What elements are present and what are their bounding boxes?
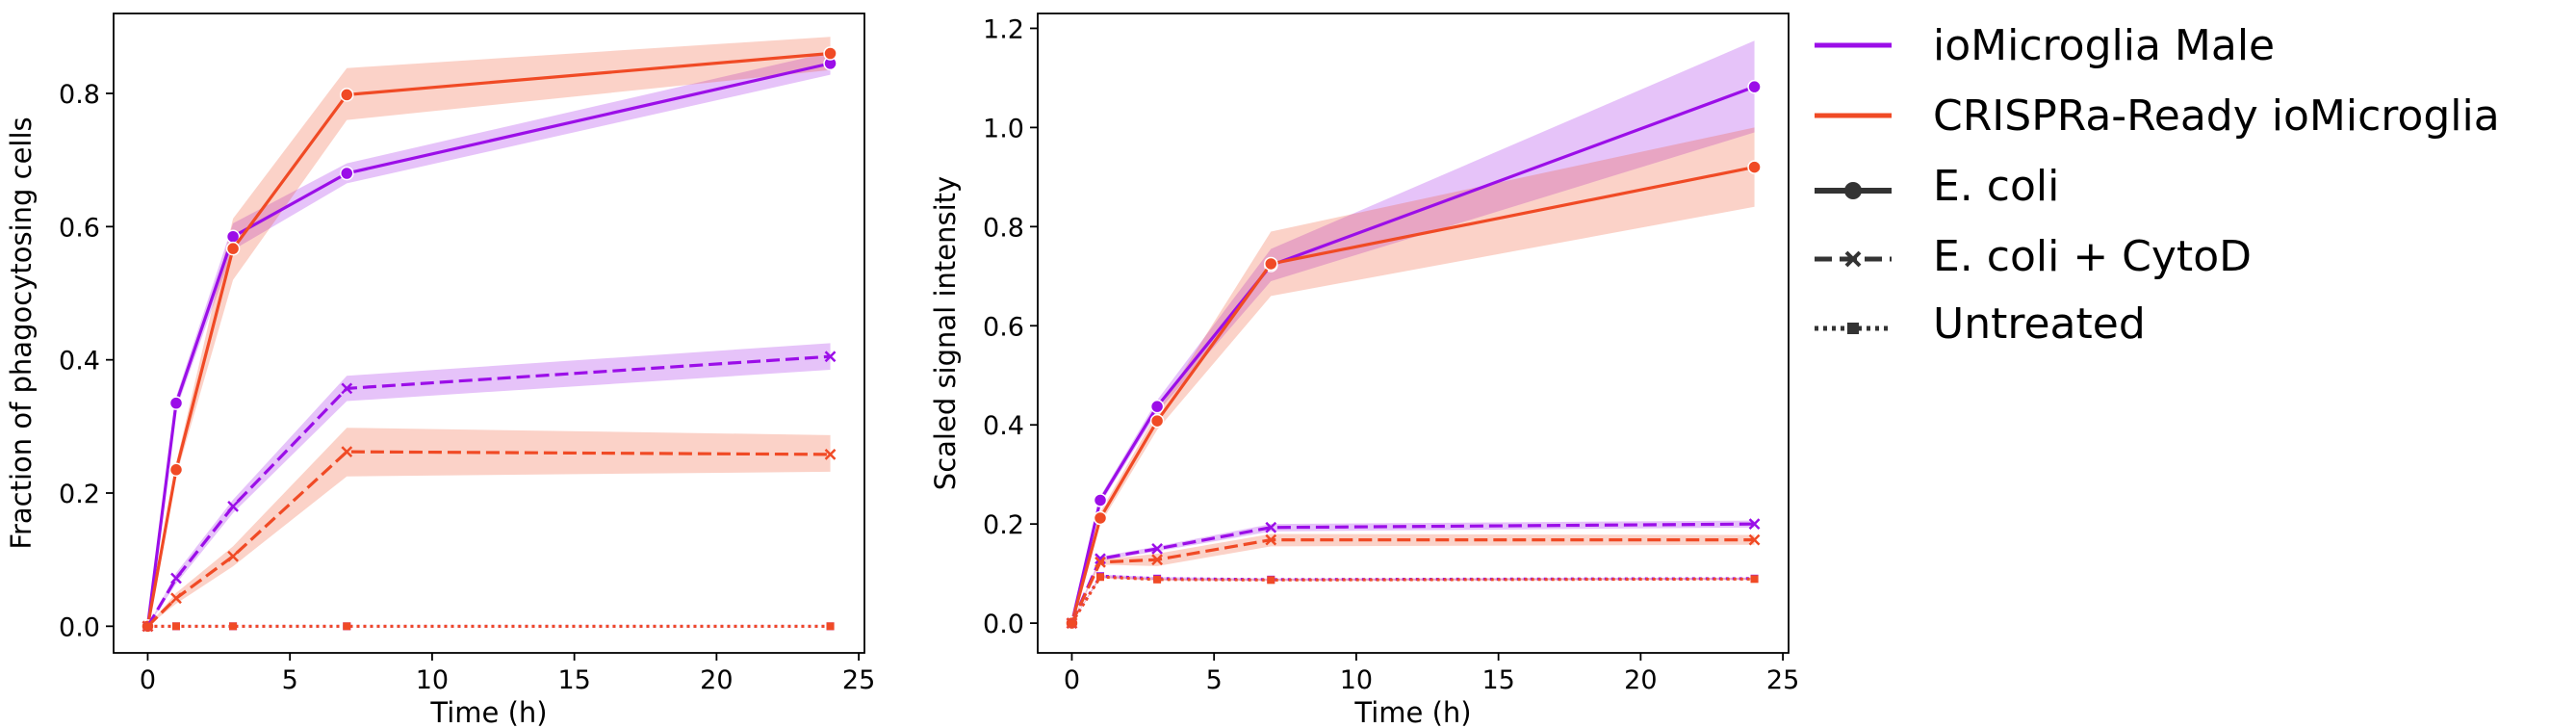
- band-crispra-ready-iomicroglia-e-coli-cytod: [147, 428, 831, 627]
- point-iomicroglia-male-e-coli-cytod-3: [1265, 521, 1277, 533]
- point-crispra-ready-iomicroglia-e-coli-4: [1747, 160, 1762, 174]
- legend-label-untreated: Untreated: [1933, 299, 2146, 349]
- point-crispra-ready-iomicroglia-untreated-4: [1750, 575, 1759, 584]
- x-tick-label-0: 0: [140, 665, 156, 695]
- point-crispra-ready-iomicroglia-untreated-4: [826, 622, 835, 631]
- x-axis-label: Time (h): [1353, 696, 1471, 728]
- band-crispra-ready-iomicroglia-e-coli-cytod: [1071, 533, 1755, 624]
- chart-phagocytosing-fraction: 0 5 10 15 20 25 0.0 0.2 0.4 0.6 0.8 Time (h) Fractio…: [5, 13, 875, 728]
- point-crispra-ready-iomicroglia-untreated-2: [1153, 575, 1162, 584]
- y-axis-label: Fraction of phagocytosing cells: [5, 117, 38, 549]
- legend-swatch-untreated: [1815, 323, 1892, 334]
- point-iomicroglia-male-e-coli-cytod-2: [227, 500, 239, 512]
- point-crispra-ready-iomicroglia-e-coli-cytod-3: [1265, 533, 1277, 546]
- axes-frame: [113, 13, 865, 654]
- point-iomicroglia-male-e-coli-cytod-3: [341, 382, 353, 395]
- y-tick-label-4: 0.8: [59, 80, 100, 110]
- point-iomicroglia-male-e-coli-cytod-4: [1748, 518, 1761, 531]
- y-axis-label: Scaled signal intensity: [929, 176, 962, 490]
- y-tick-label-5: 1.0: [983, 114, 1024, 143]
- point-crispra-ready-iomicroglia-e-coli-2: [1149, 413, 1165, 429]
- x-tick-label-5: 5: [282, 665, 298, 695]
- band-crispra-ready-iomicroglia-e-coli: [1071, 127, 1755, 624]
- point-iomicroglia-male-e-coli-4: [1747, 79, 1762, 94]
- chart-scaled-signal: 0 5 10 15 20 25 0.0 0.2 0.4 0.6 0.8 1.0 1.2 Time (h) S…: [929, 13, 1799, 728]
- point-iomicroglia-male-e-coli-cytod-1: [170, 572, 182, 585]
- y-tick-label-6: 1.2: [983, 14, 1024, 44]
- point-crispra-ready-iomicroglia-e-coli-cytod-1: [170, 592, 182, 605]
- point-crispra-ready-iomicroglia-untreated-3: [1267, 576, 1275, 585]
- point-crispra-ready-iomicroglia-e-coli-2: [225, 241, 241, 256]
- point-crispra-ready-iomicroglia-e-coli-3: [340, 88, 354, 102]
- x-tick-label-25: 25: [842, 665, 875, 695]
- point-iomicroglia-male-e-coli-1: [168, 396, 184, 410]
- point-iomicroglia-male-e-coli-cytod-4: [824, 351, 837, 363]
- point-crispra-ready-iomicroglia-untreated-1: [1096, 573, 1104, 582]
- legend-label-ecoli: E. coli: [1933, 162, 2059, 211]
- x-tick-label-15: 15: [557, 665, 590, 695]
- point-crispra-ready-iomicroglia-e-coli-cytod-1: [1095, 556, 1106, 568]
- y-tick-label-0: 0.0: [59, 612, 100, 642]
- legend-label-iomicroglia-male: ioMicroglia Male: [1933, 21, 2275, 70]
- x-axis-label: Time (h): [429, 696, 547, 728]
- y-tick-label-4: 0.8: [983, 213, 1024, 243]
- point-crispra-ready-iomicroglia-untreated-1: [172, 622, 180, 631]
- point-crispra-ready-iomicroglia-e-coli-cytod-4: [824, 448, 837, 460]
- point-crispra-ready-iomicroglia-e-coli-cytod-2: [1151, 554, 1163, 566]
- point-crispra-ready-iomicroglia-untreated-0: [1068, 619, 1076, 628]
- x-tick-label-5: 5: [1206, 665, 1223, 695]
- y-tick-label-0: 0.0: [983, 610, 1024, 639]
- point-crispra-ready-iomicroglia-e-coli-cytod-4: [1748, 533, 1761, 546]
- y-tick-label-1: 0.2: [59, 480, 100, 509]
- band-iomicroglia-male-e-coli: [147, 52, 831, 627]
- x-tick-label-10: 10: [1340, 665, 1373, 695]
- x-tick-label-0: 0: [1064, 665, 1080, 695]
- legend-swatch-ecoli: [1815, 182, 1892, 199]
- point-crispra-ready-iomicroglia-untreated-2: [229, 622, 238, 631]
- legend-label-ecoli-cytod: E. coli + CytoD: [1933, 232, 2252, 281]
- band-iomicroglia-male-e-coli-cytod: [147, 343, 831, 627]
- y-tick-label-3: 0.6: [983, 312, 1024, 342]
- band-iomicroglia-male-untreated: [1071, 574, 1755, 624]
- x-tick-label-25: 25: [1766, 665, 1799, 695]
- line-crispra-ready-iomicroglia-e-coli-cytod: [146, 450, 831, 628]
- point-crispra-ready-iomicroglia-untreated-0: [143, 622, 152, 631]
- x-tick-label-10: 10: [416, 665, 449, 695]
- point-crispra-ready-iomicroglia-e-coli-1: [1093, 510, 1108, 526]
- point-crispra-ready-iomicroglia-untreated-3: [343, 622, 351, 631]
- y-tick-label-2: 0.4: [59, 347, 100, 377]
- band-iomicroglia-male-e-coli: [1071, 40, 1755, 624]
- point-crispra-ready-iomicroglia-e-coli-1: [168, 462, 184, 478]
- y-tick-label-2: 0.4: [983, 411, 1024, 441]
- axes-frame: [1037, 13, 1790, 654]
- legend-swatch-ecoli-cytod: [1815, 250, 1892, 268]
- legend-label-crispra-ready: CRISPRa-Ready ioMicroglia: [1933, 91, 2500, 141]
- y-tick-label-1: 0.2: [983, 510, 1024, 540]
- point-crispra-ready-iomicroglia-e-coli-4: [823, 46, 837, 61]
- y-tick-label-3: 0.6: [59, 213, 100, 243]
- x-tick-label-15: 15: [1481, 665, 1514, 695]
- x-tick-label-20: 20: [1624, 665, 1657, 695]
- line-crispra-ready-iomicroglia-untreated: [1070, 575, 1755, 624]
- point-iomicroglia-male-e-coli-1: [1093, 493, 1108, 507]
- point-iomicroglia-male-e-coli-cytod-2: [1151, 543, 1163, 555]
- point-crispra-ready-iomicroglia-e-coli-cytod-3: [341, 446, 353, 458]
- band-crispra-ready-iomicroglia-untreated: [1071, 575, 1755, 624]
- point-iomicroglia-male-e-coli-3: [340, 166, 354, 181]
- x-tick-label-20: 20: [700, 665, 733, 695]
- legend: ioMicroglia Male CRISPRa-Ready ioMicrogl…: [1815, 21, 2500, 349]
- point-iomicroglia-male-e-coli-2: [1149, 399, 1165, 414]
- point-crispra-ready-iomicroglia-e-coli-cytod-2: [227, 550, 239, 562]
- point-crispra-ready-iomicroglia-e-coli-3: [1264, 256, 1278, 272]
- line-iomicroglia-male-untreated: [1070, 574, 1755, 624]
